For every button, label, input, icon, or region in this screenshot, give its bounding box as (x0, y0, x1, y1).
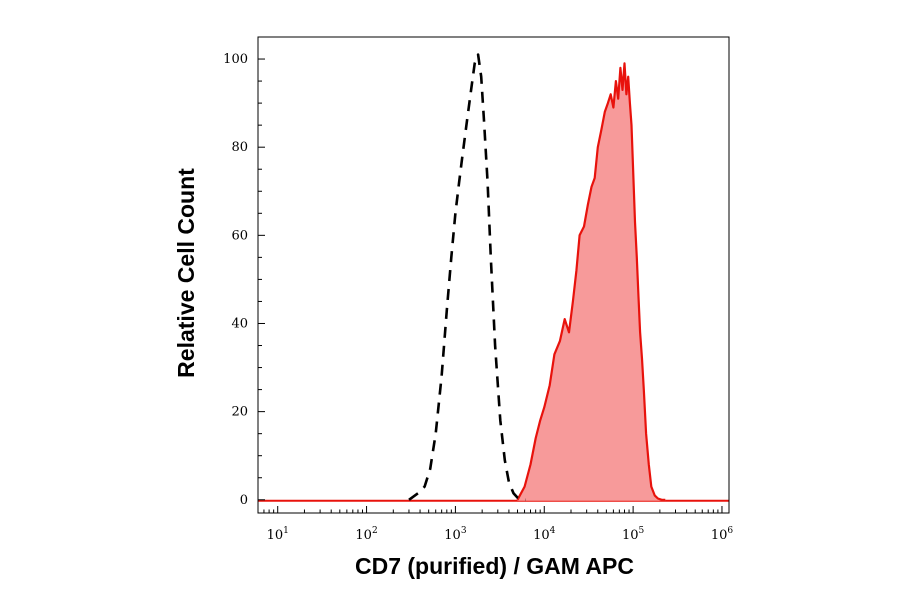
y-tick-label: 60 (231, 228, 248, 243)
x-tick-label: 101 (267, 526, 289, 543)
x-tick-label: 105 (622, 526, 645, 543)
x-tick-label: 106 (711, 526, 734, 543)
control-histogram-line (408, 53, 526, 502)
y-tick-label: 0 (240, 493, 248, 508)
positive-histogram-line (516, 62, 666, 501)
y-tick-label: 20 (231, 405, 248, 420)
y-tick-label: 40 (231, 316, 248, 331)
y-tick-label: 80 (231, 140, 248, 155)
x-tick-label: 103 (444, 526, 467, 543)
y-axis-title: Relative Cell Count (173, 168, 199, 378)
x-tick-label: 104 (533, 526, 556, 543)
x-axis: 101 102 103 104 105 106 (257, 506, 734, 543)
x-tick-label: 102 (355, 526, 377, 543)
y-axis: 0 20 40 60 80 100 (223, 52, 265, 508)
plot-frame (257, 36, 730, 514)
x-axis-title: CD7 (purified) / GAM APC (355, 553, 634, 579)
positive-histogram-fill (517, 63, 666, 501)
y-tick-label: 100 (223, 52, 248, 67)
plot-area (258, 53, 729, 502)
